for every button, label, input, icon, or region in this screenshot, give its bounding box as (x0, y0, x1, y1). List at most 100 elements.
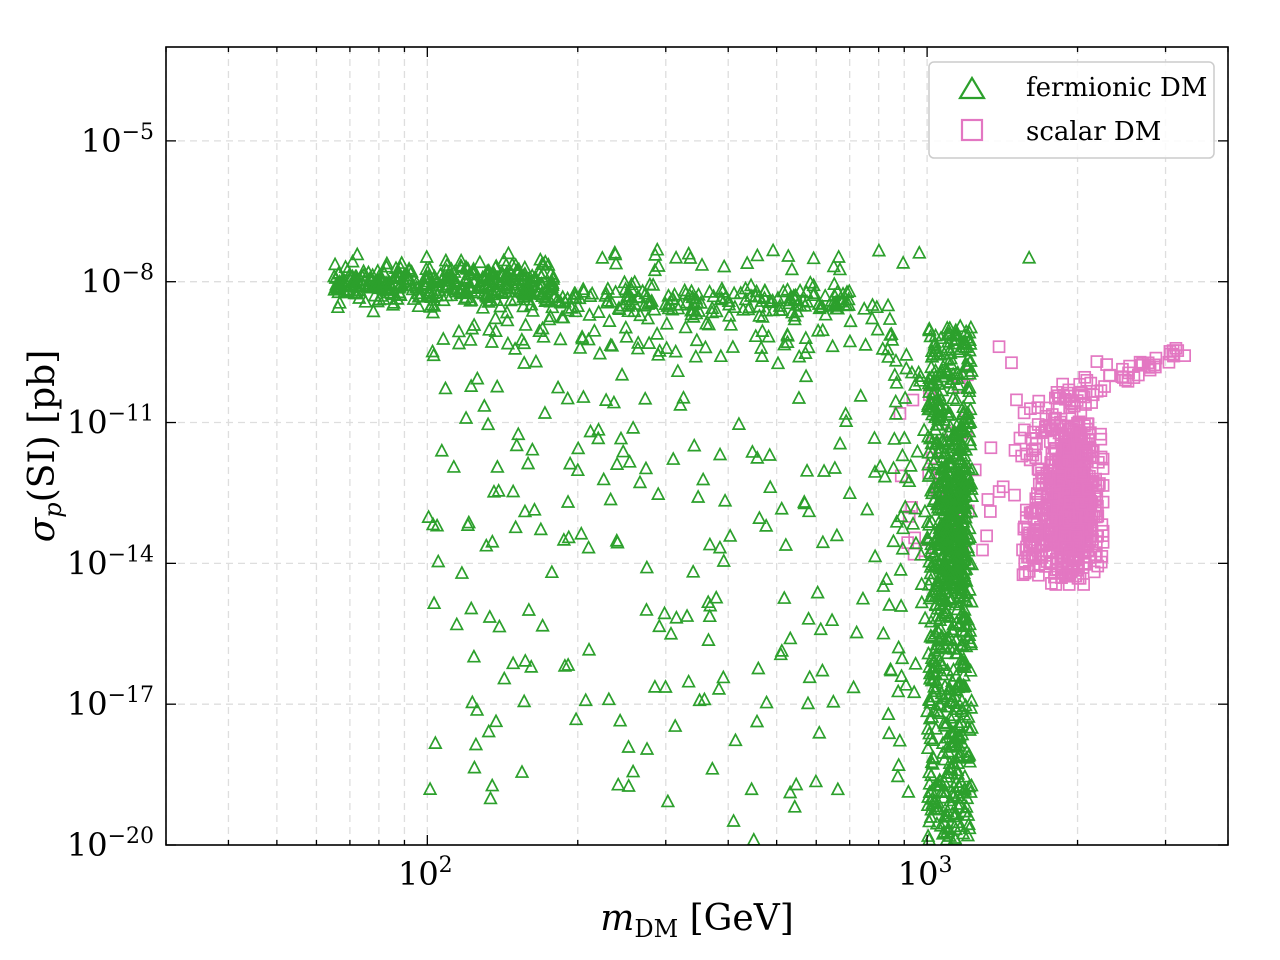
fermionic-point (596, 471, 611, 486)
fermionic-point (931, 397, 946, 411)
fermionic-point (877, 468, 893, 483)
fermionic-point (388, 270, 404, 284)
fermionic-point (853, 388, 868, 402)
fermionic-point (683, 250, 698, 264)
fermionic-point (884, 326, 899, 341)
fermionic-point (690, 489, 706, 503)
fermionic-point (429, 517, 445, 532)
fermionic-point (705, 760, 720, 775)
fermionic-point (621, 284, 636, 298)
fermionic-point (649, 326, 665, 340)
fermionic-point (458, 410, 474, 424)
scalar-point (1017, 406, 1031, 420)
fermionic-point (652, 618, 667, 633)
scalar-point (906, 393, 920, 407)
fermionic-point (625, 763, 641, 778)
scalar-point (1103, 369, 1116, 383)
fermionic-point (935, 364, 950, 378)
fermionic-point (841, 291, 856, 306)
fermionic-point (495, 268, 510, 283)
fermionic-point (824, 293, 839, 307)
fermionic-point (757, 290, 772, 304)
fermionic-point (898, 499, 913, 513)
fermionic-point (466, 261, 481, 275)
scalar-point (1076, 467, 1090, 481)
legend-marker-triangle (958, 75, 986, 100)
fermionic-point (931, 493, 947, 508)
fermionic-point (750, 247, 765, 262)
fermionic-point (602, 313, 617, 327)
fermionic-point (509, 437, 524, 452)
fermionic-point (846, 679, 861, 694)
fermionic-point (332, 273, 347, 288)
fermionic-point (948, 574, 963, 589)
fermionic-point (916, 422, 932, 436)
fermionic-point (425, 304, 441, 319)
fermionic-point (954, 622, 970, 637)
scalar-point (908, 531, 922, 545)
fermionic-point (826, 258, 842, 273)
scalar-point (1032, 463, 1046, 477)
fermionic-point (451, 335, 467, 350)
fermionic-point (421, 509, 436, 523)
fermionic-point (913, 546, 929, 561)
fermionic-point (521, 602, 537, 616)
fermionic-point (932, 639, 947, 654)
fermionic-point (955, 438, 971, 453)
fermionic-point (827, 276, 842, 290)
fermionic-point (374, 288, 389, 302)
fermionic-point (454, 565, 470, 579)
fermionic-point (933, 440, 949, 454)
scalar-point (1058, 529, 1072, 542)
fermionic-point (963, 636, 979, 651)
scalar-point (1032, 394, 1046, 408)
fermionic-point (651, 486, 666, 500)
scalar-point (984, 441, 998, 455)
fermionic-point (849, 624, 864, 639)
fermionic-point (800, 695, 816, 710)
fermionic-point (939, 698, 954, 713)
fermionic-point (934, 516, 949, 530)
fermionic-point (923, 565, 938, 580)
fermionic-point (611, 776, 626, 791)
fermionic-point (625, 420, 641, 434)
fermionic-point (959, 750, 974, 764)
fermionic-point (894, 668, 909, 683)
fermionic-point (956, 655, 971, 669)
fermionic-point (520, 280, 536, 295)
fermionic-point (936, 690, 951, 705)
fermionic-point (659, 340, 674, 355)
fermionic-point (954, 700, 970, 715)
fermionic-point (942, 609, 957, 623)
fermionic-point (467, 759, 482, 774)
fermionic-point (895, 540, 910, 555)
fermionic-point (670, 363, 686, 378)
fermionic-point (469, 280, 485, 295)
fermionic-point (925, 384, 941, 399)
fermionic-point (582, 288, 598, 302)
fermionic-point (920, 530, 935, 545)
fermionic-point (869, 299, 885, 314)
fermionic-point (943, 572, 958, 586)
fermionic-point (952, 779, 967, 793)
fermionic-point (663, 625, 679, 640)
scalar-point (1035, 551, 1049, 564)
fermionic-point (519, 287, 534, 301)
fermionic-point (875, 341, 890, 355)
fermionic-point (428, 284, 444, 299)
fermionic-point (501, 269, 516, 284)
fermionic-point (953, 421, 968, 436)
fermionic-point (371, 268, 387, 283)
fermionic-point (434, 272, 449, 287)
fermionic-point (657, 605, 672, 620)
scalar-point (1040, 467, 1054, 481)
fermionic-point (888, 406, 904, 420)
fermionic-point (951, 343, 966, 358)
scalar-point (1044, 512, 1057, 526)
data-points (326, 241, 1192, 845)
fermionic-point (893, 598, 909, 612)
fermionic-point (550, 379, 566, 394)
fermionic-point (651, 258, 666, 272)
fermionic-point (870, 321, 885, 336)
fermionic-point (669, 609, 684, 624)
